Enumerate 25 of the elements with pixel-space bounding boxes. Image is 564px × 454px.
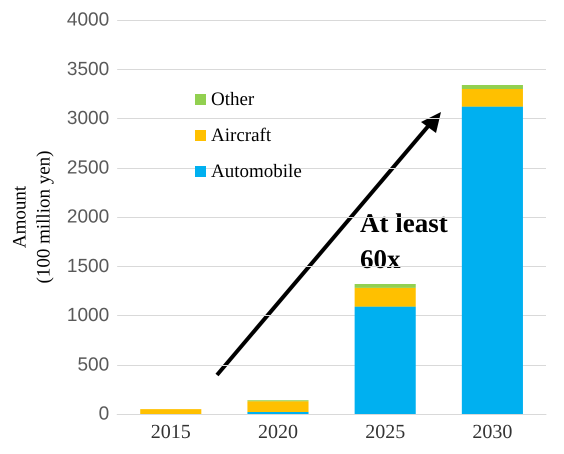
y-tick-label: 3000 <box>66 108 110 129</box>
x-tick-label: 2025 <box>365 421 406 443</box>
legend-label: Aircraft <box>211 125 272 146</box>
y-tick-label: 0 <box>98 404 110 424</box>
y-axis-title: Amount (100 million yen) <box>10 150 54 284</box>
bar <box>354 306 416 414</box>
y-tick-label: 500 <box>77 354 110 376</box>
bar <box>462 106 523 414</box>
y-tick-label: 1500 <box>66 256 110 277</box>
x-tick-label: 2030 <box>472 421 512 443</box>
bar <box>247 401 309 412</box>
bar <box>354 288 416 307</box>
legend-label: Automobile <box>211 161 302 182</box>
bar <box>462 88 523 107</box>
bar <box>140 409 202 414</box>
x-tick-label: 2015 <box>150 421 191 443</box>
bar <box>354 284 416 288</box>
y-tick-label: 1000 <box>66 305 110 326</box>
y-tick-label: 2500 <box>66 157 110 178</box>
x-tick-label: 2020 <box>258 421 298 443</box>
legend-label: Other <box>211 89 255 110</box>
y-tick-label: 2000 <box>66 206 110 228</box>
bar <box>462 85 523 89</box>
y-tick-label: 3500 <box>66 58 110 80</box>
y-tick-label: 4000 <box>66 10 110 30</box>
